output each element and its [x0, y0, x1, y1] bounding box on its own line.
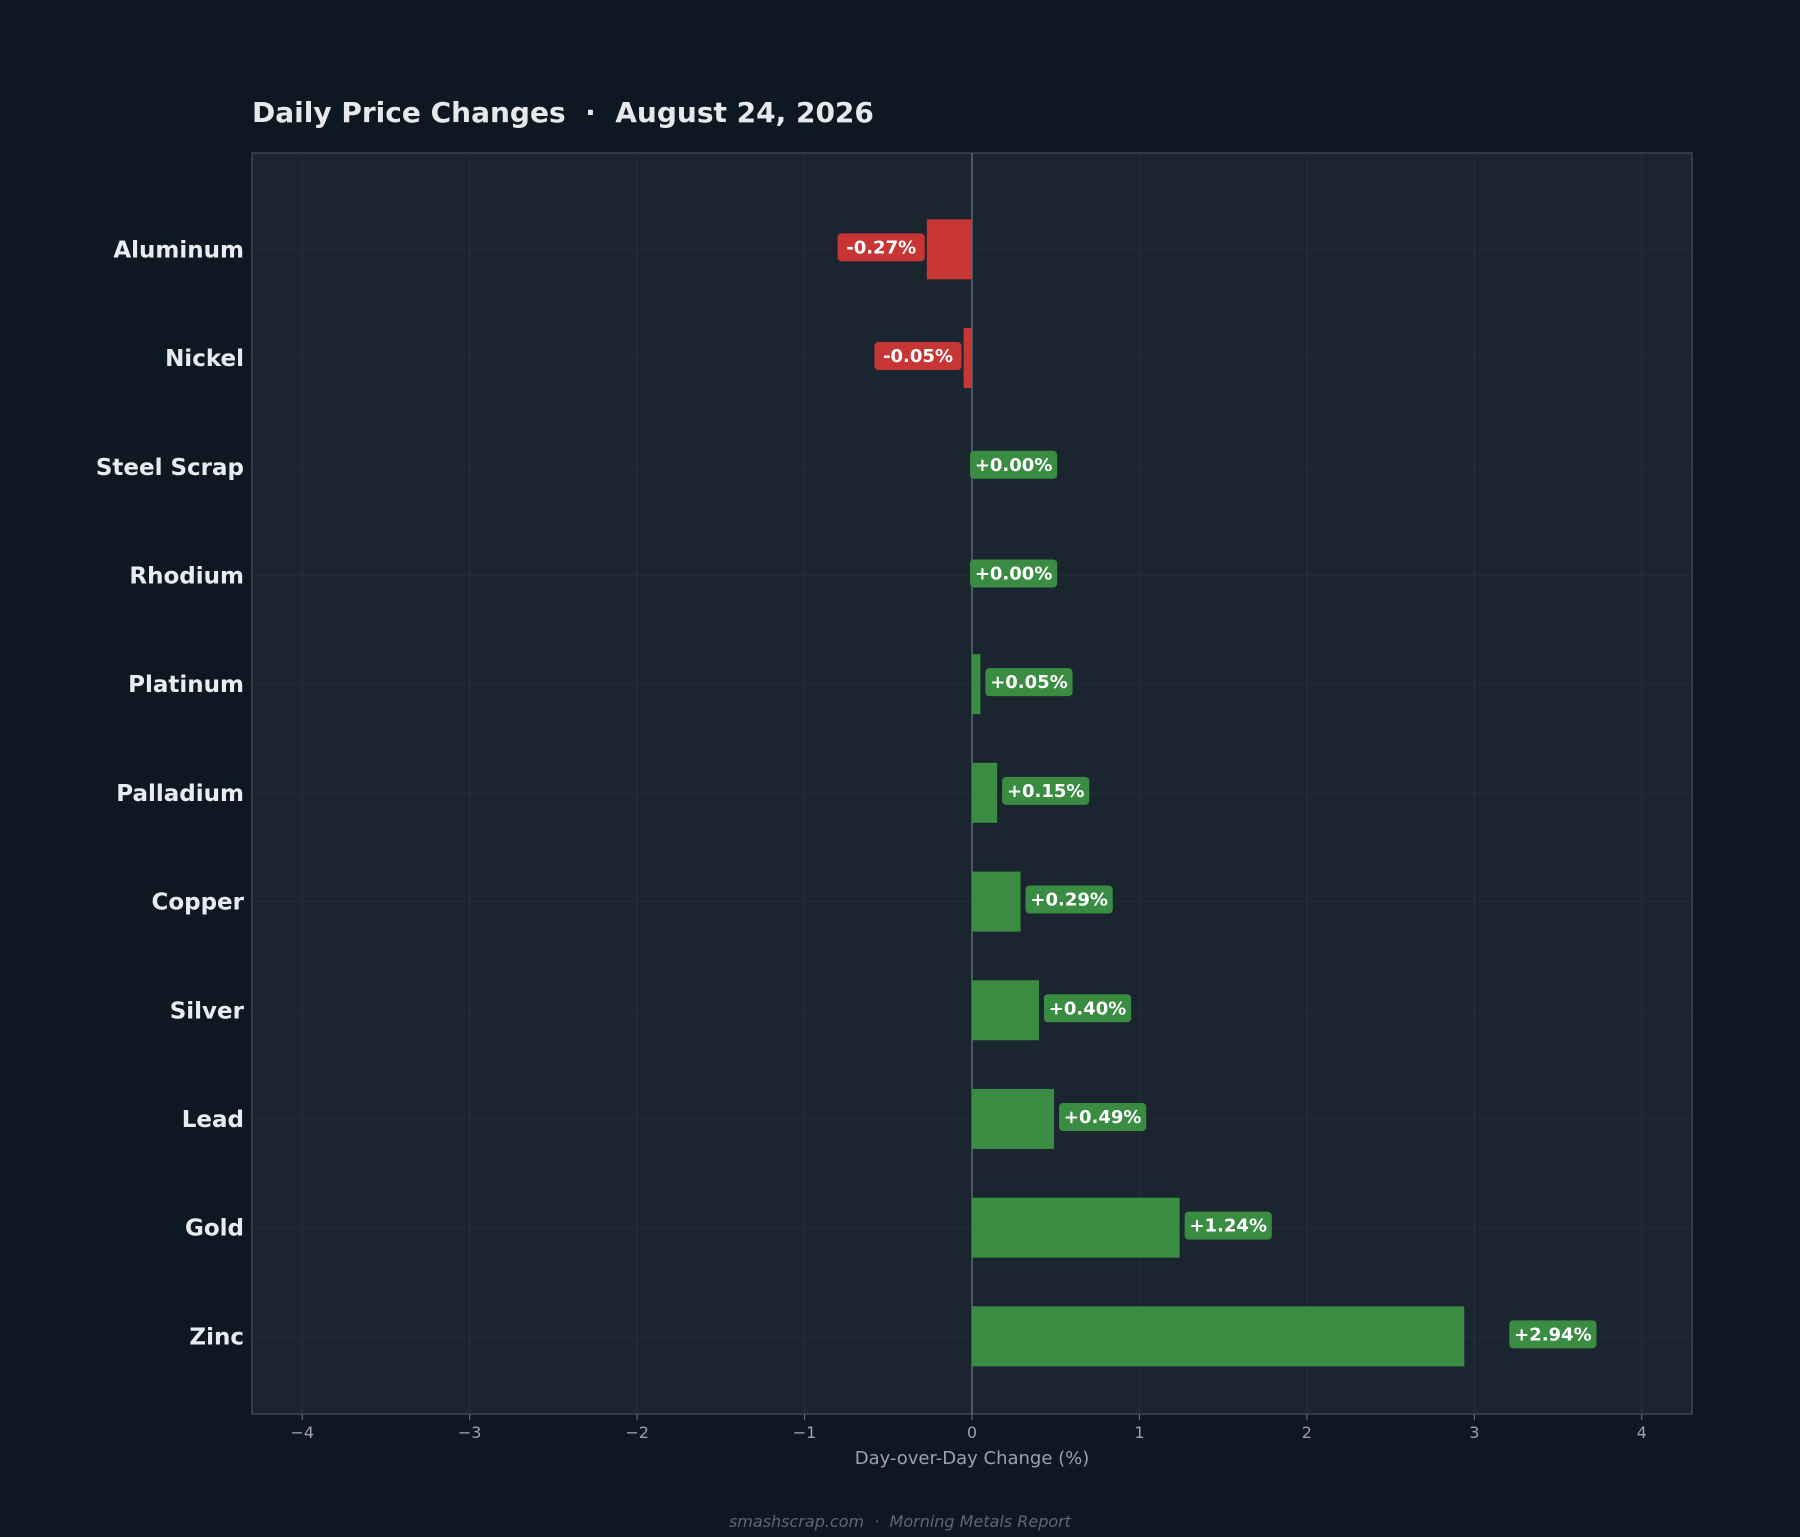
- category-label: Zinc: [189, 1324, 244, 1350]
- value-label-box: [1025, 885, 1113, 914]
- category-label: Platinum: [128, 672, 244, 698]
- value-label: -0.27%: [846, 237, 916, 258]
- x-axis-ticks: −4 −3 −2 −1 0 1 2 3 4: [290, 1414, 1647, 1442]
- x-axis-label: Day-over-Day Change (%): [855, 1448, 1090, 1469]
- value-label-box: [970, 559, 1058, 588]
- value-label: +0.15%: [1007, 781, 1085, 802]
- category-label: Steel Scrap: [96, 455, 244, 481]
- value-label: +0.00%: [975, 455, 1053, 476]
- value-label-box: [1043, 994, 1132, 1023]
- value-label: +0.00%: [975, 563, 1053, 584]
- value-label: +0.49%: [1064, 1107, 1142, 1128]
- value-label-box: [1509, 1320, 1597, 1349]
- x-tick-label: 0: [967, 1423, 977, 1442]
- bar: [972, 871, 1021, 932]
- x-tick-label: −1: [793, 1423, 817, 1442]
- bar: [972, 980, 1039, 1041]
- category-label: Aluminum: [113, 237, 244, 263]
- value-label: +1.24%: [1189, 1216, 1267, 1237]
- value-label: +0.29%: [1030, 890, 1108, 911]
- bar: [972, 1088, 1055, 1149]
- bar: [972, 762, 998, 823]
- x-tick-label: −3: [458, 1423, 482, 1442]
- x-tick-label: 4: [1637, 1423, 1647, 1442]
- value-label: +0.40%: [1049, 998, 1127, 1019]
- value-label-box: [970, 450, 1058, 479]
- x-tick-label: −4: [290, 1423, 314, 1442]
- value-label-box: [874, 342, 962, 371]
- bar: [926, 219, 972, 280]
- x-tick-label: 3: [1469, 1423, 1479, 1442]
- category-label: Lead: [182, 1107, 244, 1133]
- category-labels: Aluminum Nickel Steel Scrap Rhodium Platinum…: [96, 237, 245, 1350]
- value-label-box: [985, 668, 1073, 697]
- category-label: Rhodium: [129, 563, 244, 589]
- category-label: Silver: [170, 998, 245, 1024]
- value-label: -0.05%: [883, 346, 953, 367]
- x-tick-label: 2: [1302, 1423, 1312, 1442]
- chart-title: Daily Price Changes · August 24, 2026: [252, 96, 874, 129]
- value-label: +0.05%: [990, 672, 1068, 693]
- value-label: +2.94%: [1514, 1324, 1592, 1345]
- value-label-box: [1184, 1211, 1272, 1240]
- category-label: Palladium: [116, 781, 244, 807]
- bar: [963, 328, 972, 389]
- bar: [972, 654, 981, 715]
- x-tick-label: −2: [625, 1423, 649, 1442]
- footer-text: smashscrap.com · Morning Metals Report: [729, 1512, 1072, 1531]
- x-tick-label: 1: [1134, 1423, 1144, 1442]
- value-label-box: [1002, 776, 1090, 805]
- bars: -0.27% -0.05% +0.00% +0.00% +0.05% +0.15% +0.2…: [837, 219, 1597, 1367]
- bar: [972, 1306, 1465, 1367]
- category-label: Nickel: [165, 346, 244, 372]
- bar: [972, 1197, 1180, 1258]
- value-label-box: [837, 233, 925, 262]
- value-label-box: [1059, 1102, 1147, 1131]
- category-label: Gold: [185, 1216, 244, 1242]
- category-label: Copper: [151, 890, 244, 916]
